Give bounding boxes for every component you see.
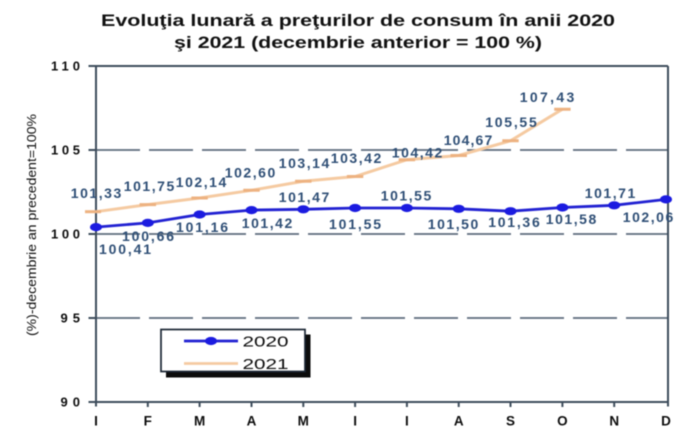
- svg-text:101,36: 101,36: [488, 214, 540, 230]
- svg-text:101,55: 101,55: [329, 216, 381, 232]
- svg-text:A: A: [247, 413, 257, 428]
- svg-text:2021: 2021: [243, 356, 289, 373]
- svg-text:100: 100: [51, 227, 80, 242]
- svg-text:110: 110: [51, 59, 80, 74]
- svg-text:103,42: 103,42: [331, 150, 382, 166]
- svg-text:105: 105: [51, 143, 80, 158]
- svg-text:S: S: [506, 413, 515, 428]
- svg-text:102,60: 102,60: [225, 164, 276, 180]
- svg-text:100,41: 100,41: [99, 241, 151, 257]
- svg-text:2020: 2020: [243, 334, 289, 351]
- svg-text:104,67: 104,67: [444, 132, 493, 148]
- svg-text:104,42: 104,42: [392, 144, 443, 160]
- svg-text:101,75: 101,75: [124, 178, 175, 194]
- svg-text:101,42: 101,42: [242, 215, 293, 231]
- svg-text:M: M: [298, 413, 309, 428]
- svg-text:107,43: 107,43: [520, 89, 575, 105]
- svg-text:101,71: 101,71: [585, 185, 636, 201]
- svg-text:N: N: [609, 413, 619, 428]
- svg-text:101,58: 101,58: [546, 211, 597, 227]
- svg-text:101,47: 101,47: [279, 189, 330, 205]
- svg-text:I: I: [405, 413, 409, 428]
- svg-text:101,33: 101,33: [71, 185, 122, 201]
- svg-text:M: M: [194, 413, 205, 428]
- svg-text:Evoluţia lunară a preţurilor d: Evoluţia lunară a preţurilor de consum î…: [101, 11, 615, 30]
- svg-text:101,55: 101,55: [381, 187, 432, 203]
- svg-text:105,55: 105,55: [485, 114, 537, 130]
- svg-text:F: F: [144, 413, 152, 428]
- svg-text:101,50: 101,50: [428, 216, 479, 232]
- svg-text:D: D: [661, 413, 671, 428]
- svg-text:102,06: 102,06: [623, 209, 674, 225]
- svg-text:şi 2021 (decembrie anterior =: şi 2021 (decembrie anterior = 100 %): [174, 33, 542, 52]
- svg-text:O: O: [557, 413, 568, 428]
- svg-text:100,66: 100,66: [122, 228, 174, 244]
- svg-text:101,16: 101,16: [176, 219, 228, 235]
- svg-text:103,14: 103,14: [279, 155, 330, 171]
- svg-text:102,14: 102,14: [176, 174, 227, 190]
- svg-text:(%)-decembrie an precedent=100: (%)-decembrie an precedent=100%: [24, 114, 39, 336]
- svg-text:I: I: [353, 413, 357, 428]
- svg-text:A: A: [454, 413, 464, 428]
- svg-text:I: I: [94, 413, 98, 428]
